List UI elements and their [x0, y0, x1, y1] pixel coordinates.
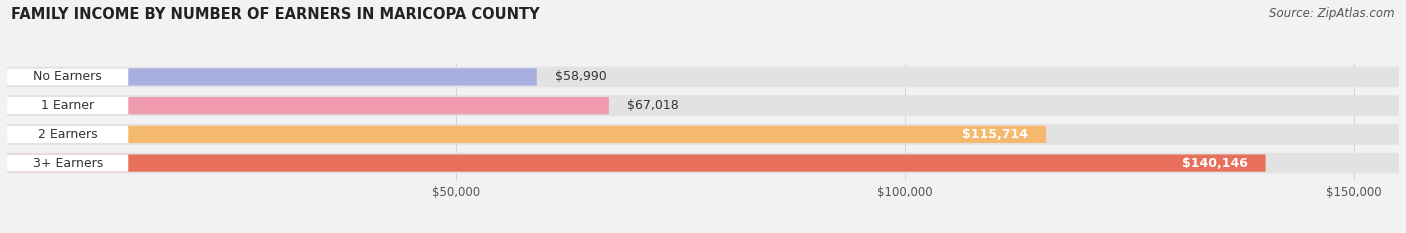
- FancyBboxPatch shape: [7, 153, 1399, 173]
- FancyBboxPatch shape: [7, 68, 537, 86]
- Text: $140,146: $140,146: [1181, 157, 1247, 170]
- FancyBboxPatch shape: [7, 95, 1399, 116]
- Text: $67,018: $67,018: [627, 99, 679, 112]
- FancyBboxPatch shape: [7, 154, 1265, 172]
- Text: 2 Earners: 2 Earners: [38, 128, 97, 141]
- FancyBboxPatch shape: [7, 67, 1399, 87]
- Text: No Earners: No Earners: [34, 70, 103, 83]
- Text: FAMILY INCOME BY NUMBER OF EARNERS IN MARICOPA COUNTY: FAMILY INCOME BY NUMBER OF EARNERS IN MA…: [11, 7, 540, 22]
- Text: 1 Earner: 1 Earner: [41, 99, 94, 112]
- FancyBboxPatch shape: [7, 97, 609, 114]
- Text: 3+ Earners: 3+ Earners: [32, 157, 103, 170]
- Text: Source: ZipAtlas.com: Source: ZipAtlas.com: [1270, 7, 1395, 20]
- Text: $58,990: $58,990: [555, 70, 606, 83]
- FancyBboxPatch shape: [7, 126, 128, 143]
- FancyBboxPatch shape: [7, 154, 128, 172]
- FancyBboxPatch shape: [7, 97, 128, 114]
- FancyBboxPatch shape: [7, 126, 1046, 143]
- FancyBboxPatch shape: [7, 68, 128, 86]
- FancyBboxPatch shape: [7, 124, 1399, 145]
- Text: $115,714: $115,714: [962, 128, 1028, 141]
